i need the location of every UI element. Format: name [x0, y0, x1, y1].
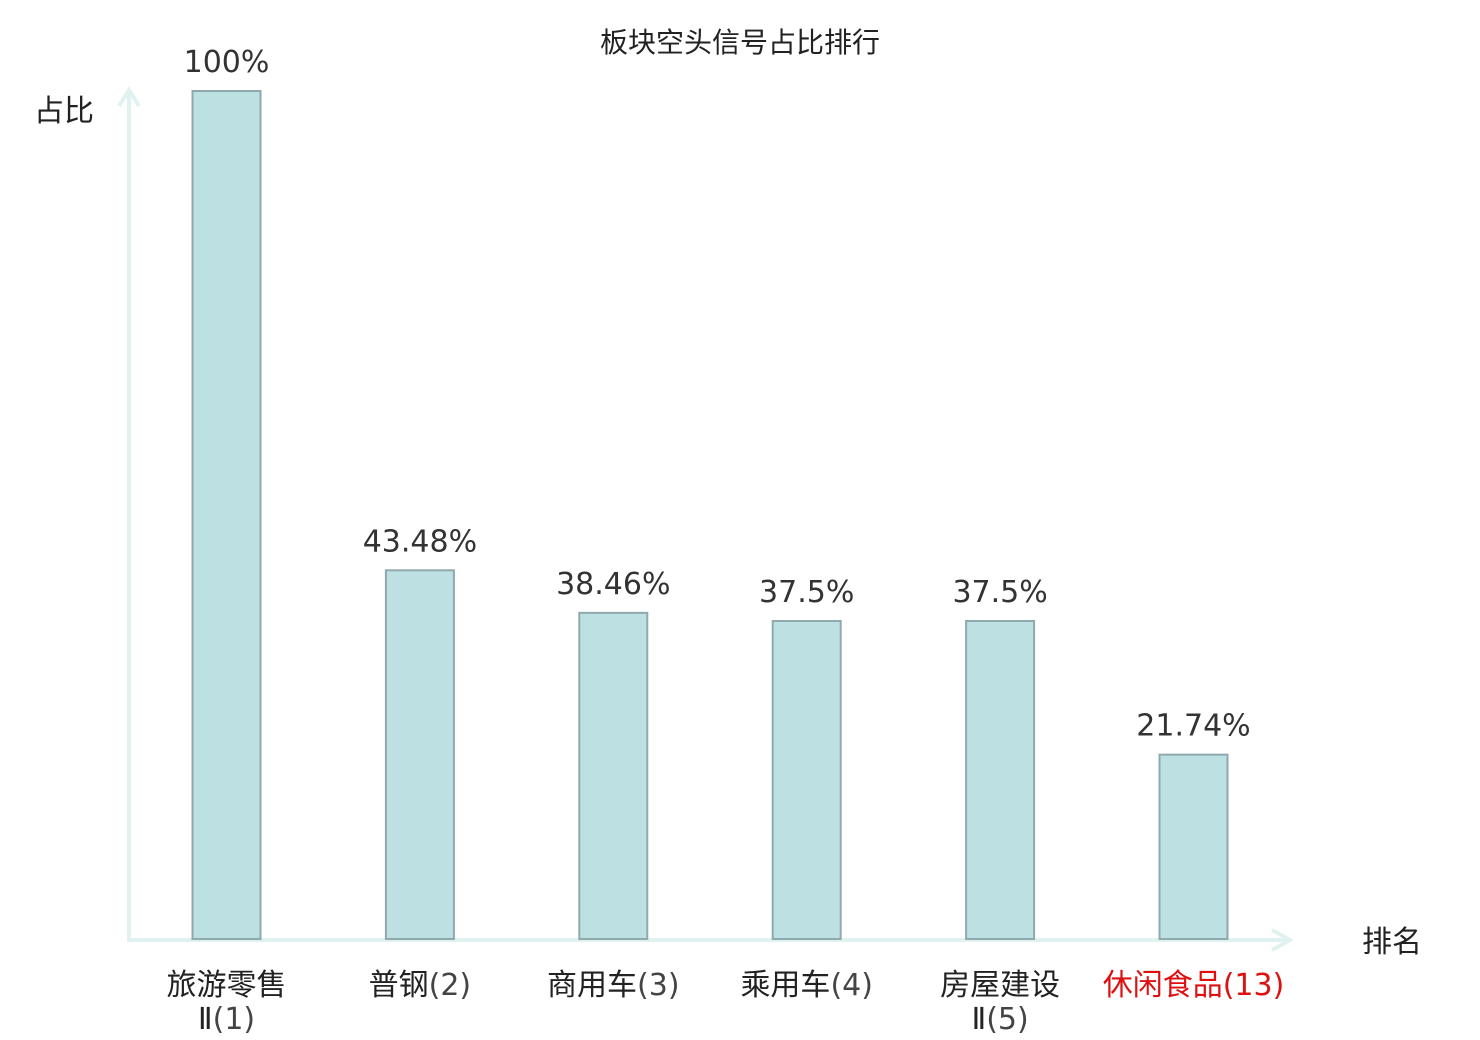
bar: [578, 611, 649, 940]
bar: [965, 620, 1036, 940]
category-name-line: 商用车(3): [547, 968, 680, 1003]
category-rank: (3): [637, 968, 680, 1003]
y-axis-label: 占比: [34, 94, 94, 129]
value-label: 37.5%: [759, 575, 854, 610]
value-label: 37.5%: [952, 575, 1047, 610]
category-label: 普钢(2): [369, 968, 472, 1003]
category-name-line: 旅游零售: [167, 968, 287, 1003]
x-axis-label: 排名: [1362, 925, 1422, 960]
category-name-line: 房屋建设: [940, 968, 1060, 1003]
category-rank: (13): [1223, 968, 1285, 1003]
category-rank: (2): [429, 968, 472, 1003]
category-name-line: Ⅱ(5): [971, 1002, 1028, 1037]
y-axis-arrow: [117, 86, 141, 108]
category-label: 休闲食品(13): [1103, 968, 1285, 1003]
category-name-line: 乘用车(4): [740, 968, 873, 1003]
bar: [384, 569, 455, 940]
category-rank: (5): [986, 1002, 1029, 1037]
x-axis-arrow: [1271, 928, 1295, 952]
category-rank: (4): [830, 968, 873, 1003]
category-label: 乘用车(4): [740, 968, 873, 1003]
category-name-line: 休闲食品(13): [1103, 968, 1285, 1003]
value-label: 21.74%: [1136, 709, 1250, 744]
bar: [191, 90, 262, 940]
value-label: 100%: [184, 45, 270, 80]
axes: [117, 86, 1295, 952]
category-label: 房屋建设 Ⅱ(5): [940, 968, 1060, 1037]
value-label: 38.46%: [556, 567, 670, 602]
value-label: 43.48%: [363, 524, 477, 559]
category-label: 旅游零售 Ⅱ(1): [167, 968, 287, 1037]
bars: [191, 90, 1229, 940]
chart-title: 板块空头信号占比排行: [600, 26, 880, 59]
category-name-line: 普钢(2): [369, 968, 472, 1003]
category-labels: 旅游零售 Ⅱ(1) 普钢(2) 商用车(3) 乘用车(4) 房屋建设 Ⅱ(5) 休闲食品(13…: [167, 968, 1285, 1037]
category-name-line: Ⅱ(1): [198, 1002, 255, 1037]
value-labels: 100% 43.48% 38.46% 37.5% 37.5% 21.74%: [184, 45, 1251, 744]
category-label: 商用车(3): [547, 968, 680, 1003]
bar: [1158, 753, 1229, 940]
category-rank: (1): [213, 1002, 256, 1037]
bar: [771, 620, 842, 940]
